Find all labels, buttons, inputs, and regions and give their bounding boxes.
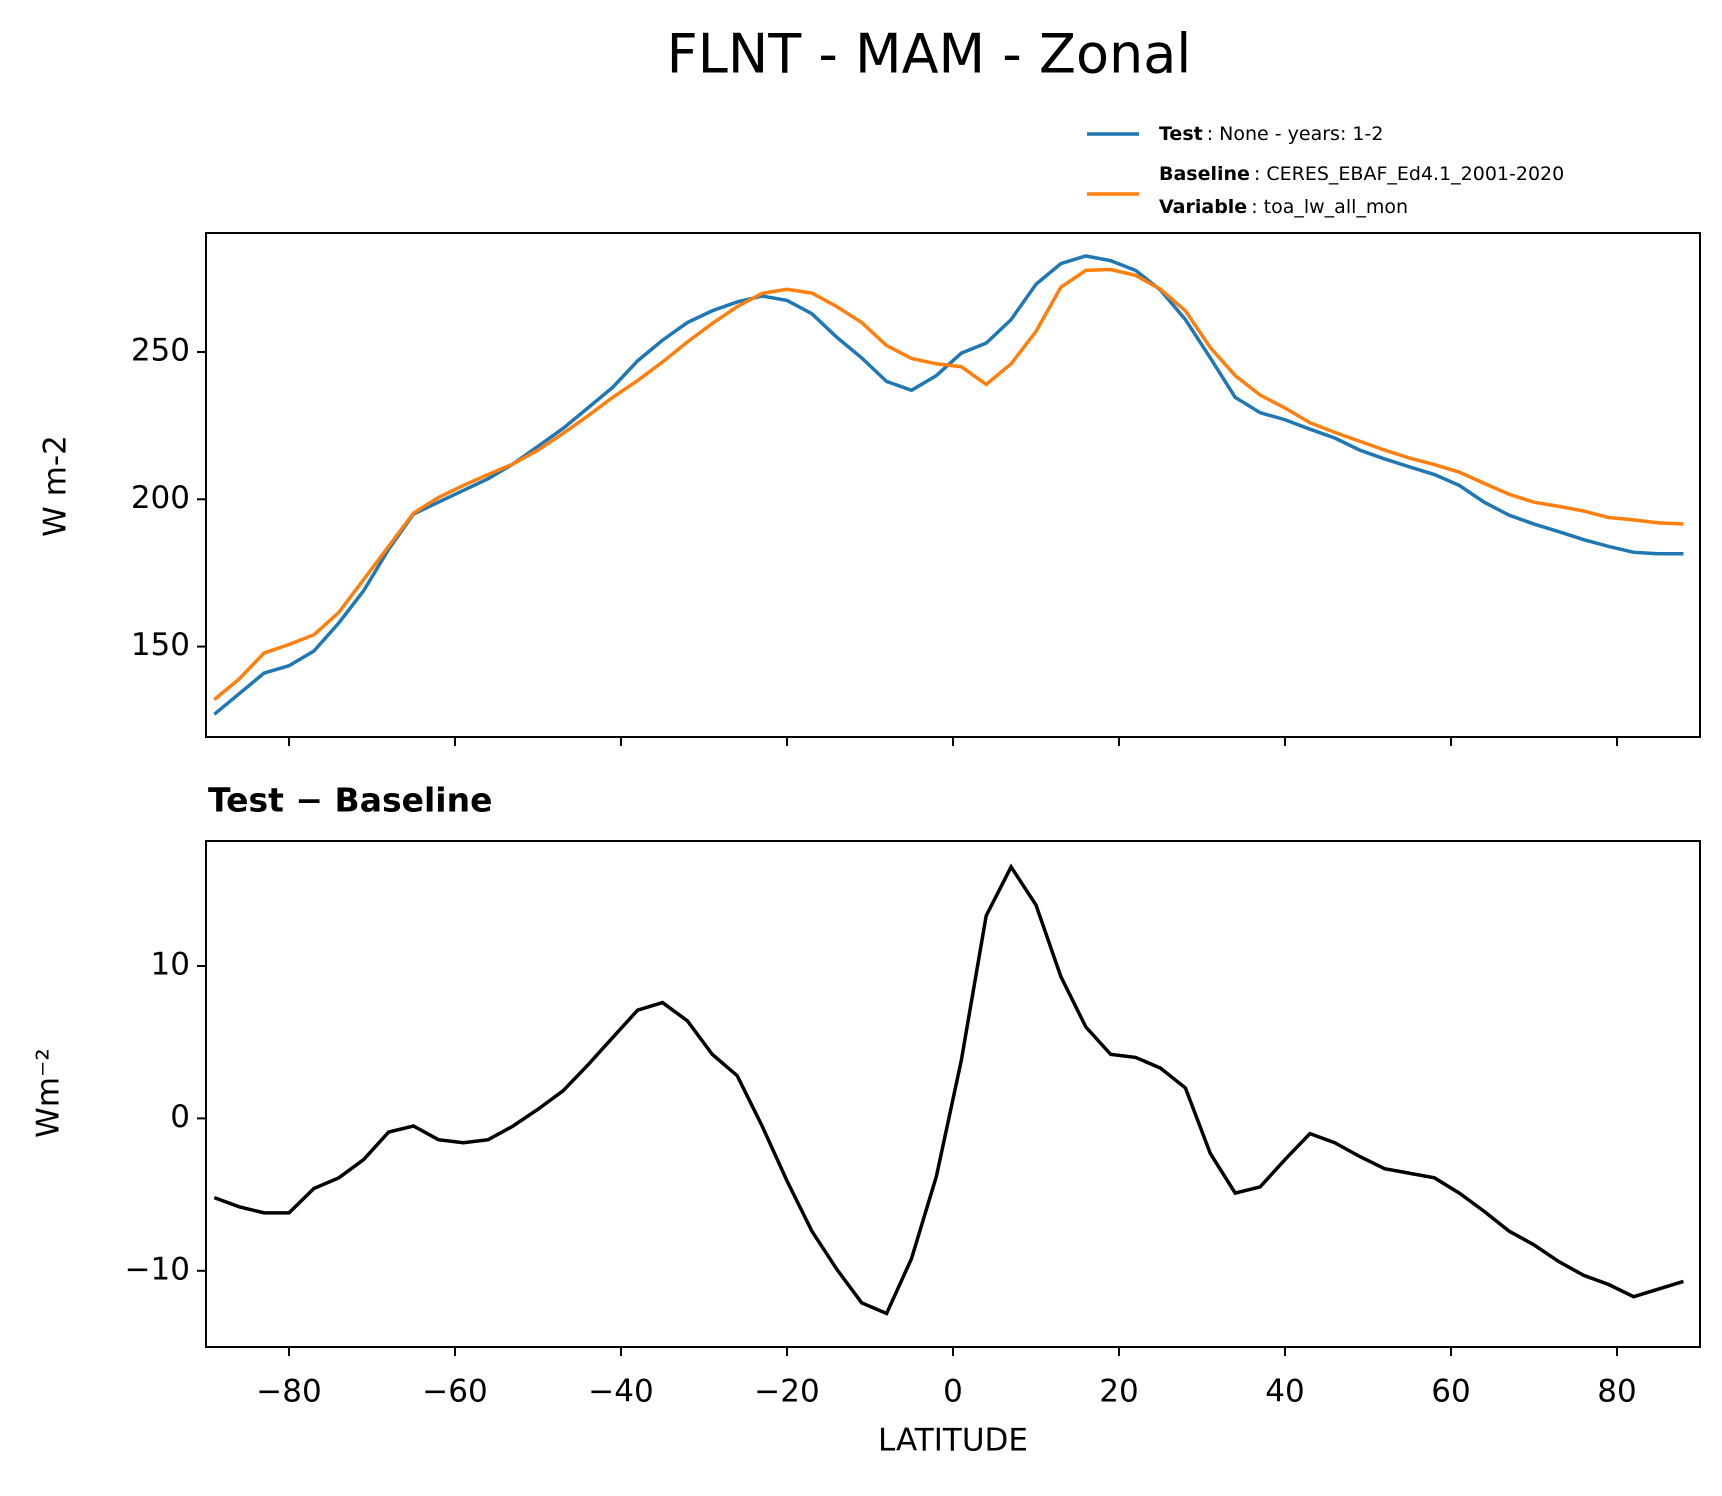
x-tick-label: 60 — [1431, 1374, 1470, 1410]
x-tick-label: 20 — [1099, 1374, 1138, 1410]
difference-line — [213, 863, 1684, 1316]
legend-entry: Baseline: CERES_EBAF_Ed4.1_2001-2020 — [1159, 163, 1564, 185]
axes-frame — [205, 232, 1701, 738]
legend-name: Variable — [1159, 196, 1247, 218]
x-axis-label: LATITUDE — [878, 1423, 1028, 1459]
subplot-title: Test − Baseline — [208, 781, 493, 820]
legend-entry: Test: None - years: 1-2 — [1159, 123, 1383, 145]
y-tick-label: 200 — [131, 480, 190, 516]
x-tick-label: 0 — [943, 1374, 963, 1410]
x-tick-label: −60 — [422, 1374, 487, 1410]
y-tick-label: 0 — [170, 1099, 190, 1135]
y-tick-label: 250 — [131, 333, 190, 369]
y-tick-label: 150 — [131, 627, 190, 663]
x-tick-label: −80 — [256, 1374, 321, 1410]
x-tick-label: 40 — [1265, 1374, 1304, 1410]
legend-label: : CERES_EBAF_Ed4.1_2001-2020 — [1254, 163, 1564, 185]
y-tick-label: −10 — [125, 1251, 190, 1287]
legend-name: Baseline — [1159, 163, 1250, 185]
x-tick-label: 80 — [1597, 1374, 1636, 1410]
figure-title: FLNT - MAM - Zonal — [667, 23, 1192, 86]
x-tick-label: −40 — [588, 1374, 653, 1410]
legend: Test: None - years: 1-2 Baseline: CERES_… — [1087, 123, 1564, 218]
y-axis-label: Wm⁻² — [31, 1048, 67, 1138]
legend-entry: Variable: toa_lw_all_mon — [1159, 196, 1408, 218]
y-axis-label: W m-2 — [38, 435, 74, 537]
x-tick-label: −20 — [754, 1374, 819, 1410]
legend-name: Test — [1159, 123, 1203, 145]
series-line — [213, 267, 1684, 701]
legend-label: : toa_lw_all_mon — [1251, 196, 1408, 218]
y-tick-label: 10 — [151, 946, 190, 982]
legend-label: : None - years: 1-2 — [1207, 123, 1384, 145]
axes-frame — [205, 840, 1701, 1348]
